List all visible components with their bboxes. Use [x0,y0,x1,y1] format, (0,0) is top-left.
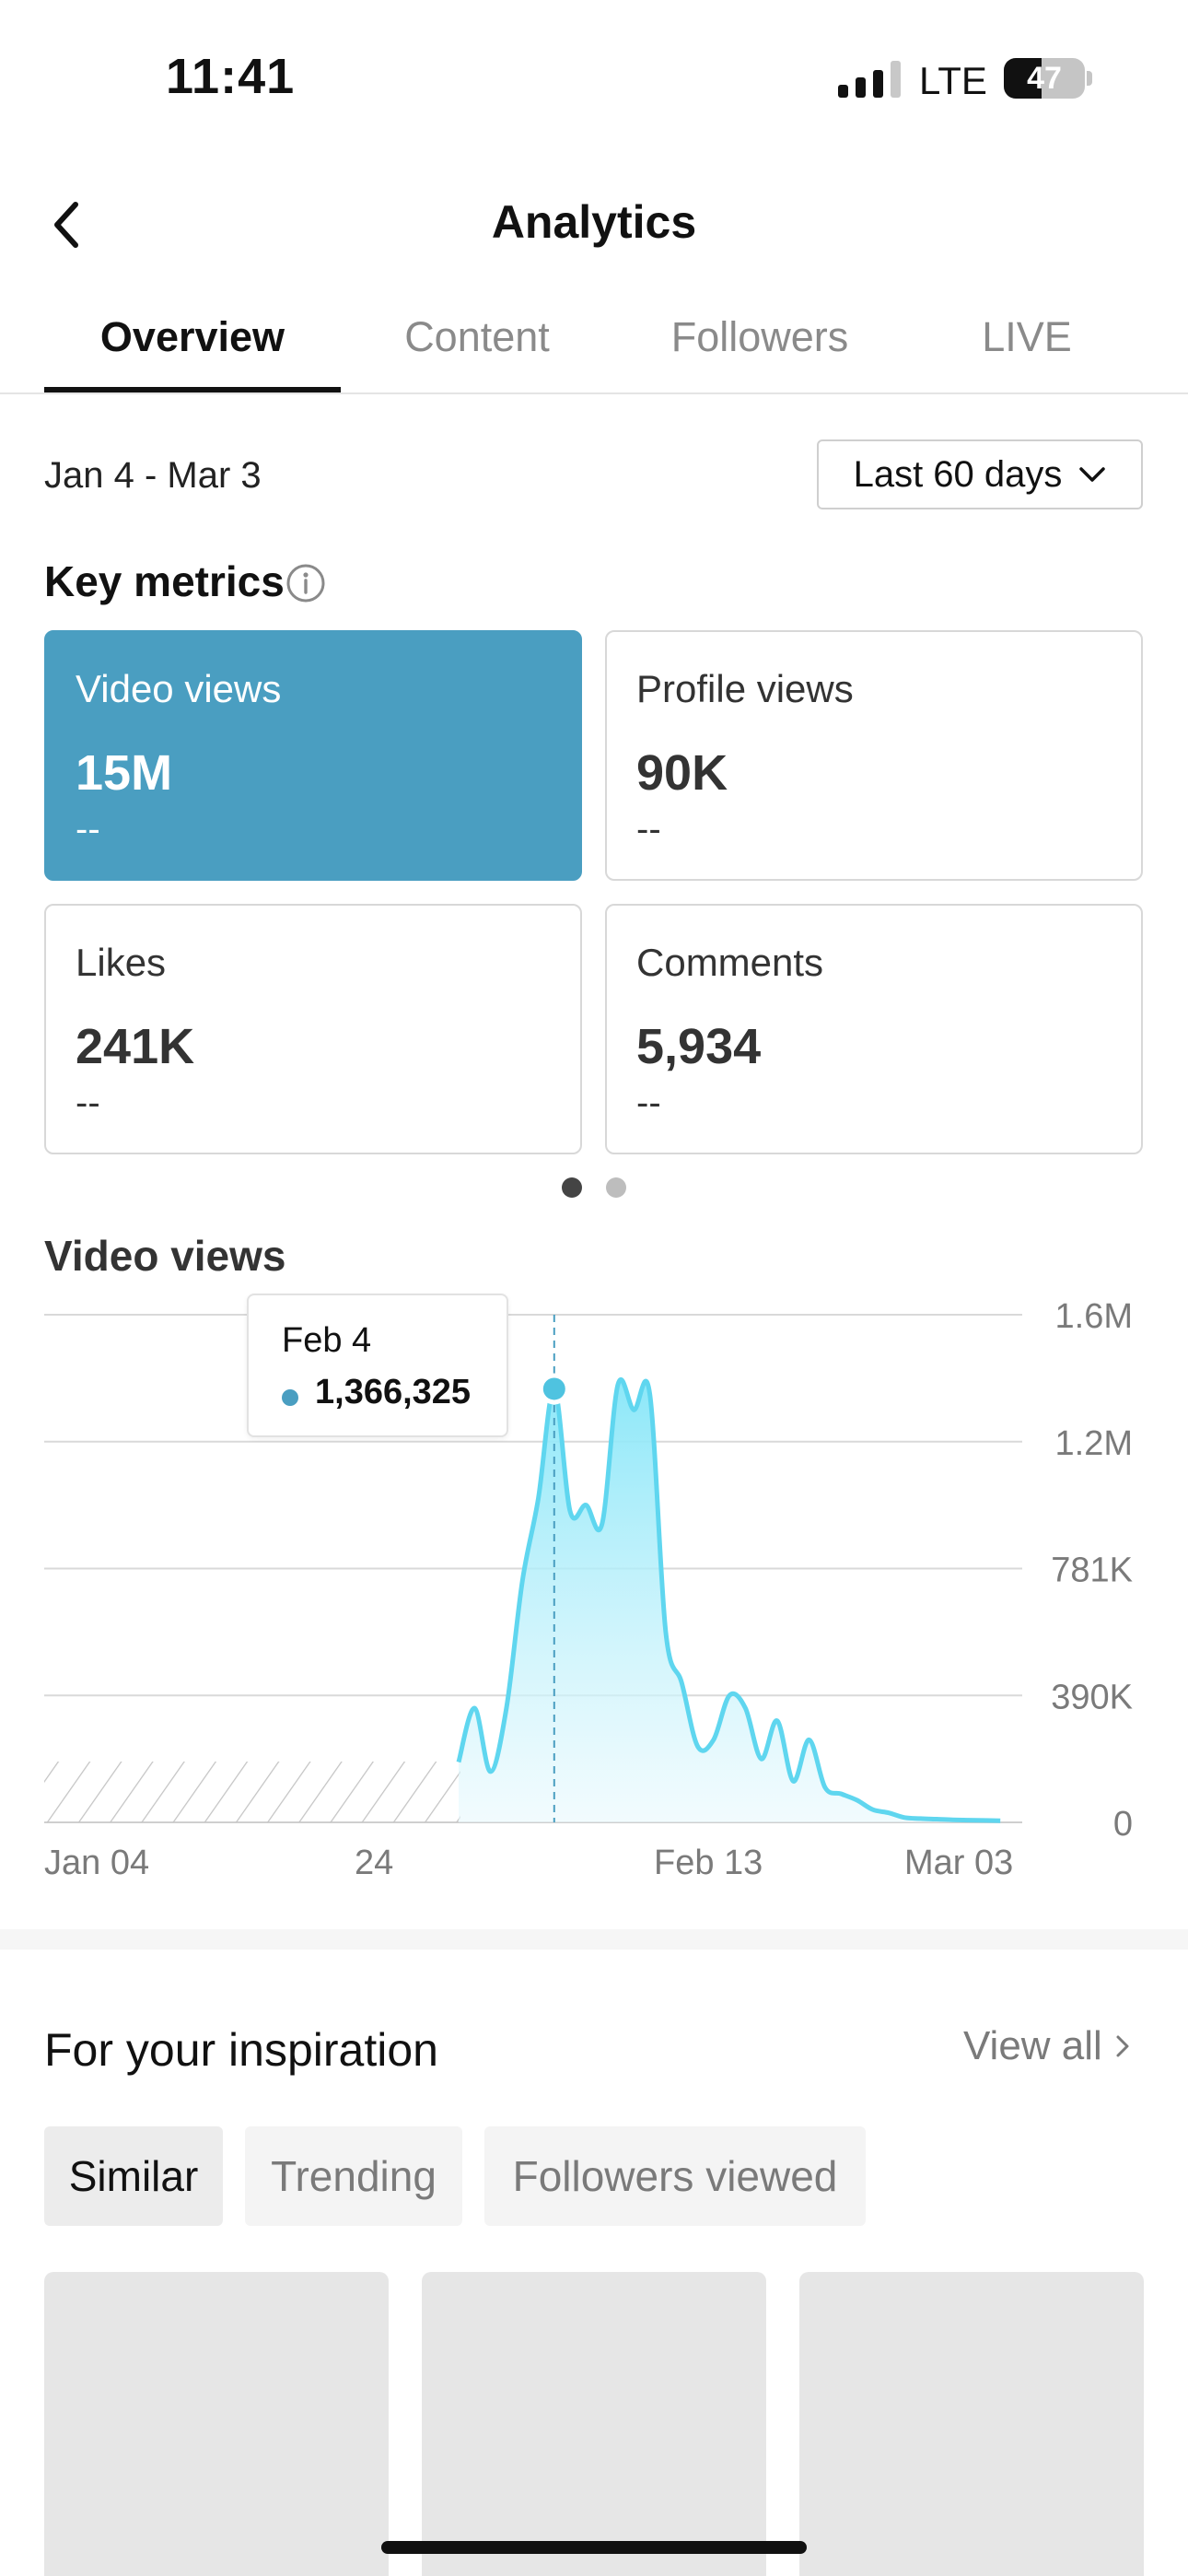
metric-card-comments[interactable]: Comments 5,934 -- [605,904,1143,1154]
metric-change: -- [636,1083,661,1123]
active-tab-indicator [44,387,341,392]
page-indicator [562,1177,626,1198]
chip-followers-viewed[interactable]: Followers viewed [484,2126,866,2226]
no-data-region [44,1762,460,1822]
metric-label: Comments [636,941,824,984]
chevron-left-icon [54,202,78,248]
y-tick-label: 781K [1051,1551,1133,1590]
cellular-signal-icon [838,61,901,98]
video-views-title: Video views [44,1232,286,1280]
date-range-dropdown[interactable]: Last 60 days [817,439,1143,509]
series-line [456,1377,1001,1823]
section-divider [0,1929,1188,1950]
home-indicator [381,2541,807,2554]
info-icon[interactable] [285,563,326,603]
x-tick-label: Feb 13 [654,1844,763,1882]
date-range-value: Last 60 days [853,453,1063,495]
series-area [459,1379,1001,1822]
tooltip-value: 1,366,325 [315,1373,472,1411]
y-tick-label: 390K [1051,1678,1133,1716]
chip-trending[interactable]: Trending [245,2126,462,2226]
metric-change: -- [76,809,100,849]
highlight-point [542,1377,565,1400]
tab-content[interactable]: Content [404,313,550,360]
tab-followers[interactable]: Followers [670,313,849,360]
network-type: LTE [919,59,987,102]
inspiration-title: For your inspiration [44,2024,438,2076]
page-dot-active[interactable] [562,1177,582,1198]
chart-tooltip: Feb 4 1,366,325 [247,1294,508,1437]
key-metrics-title: Key metrics [44,557,285,605]
tooltip-date: Feb 4 [282,1321,372,1360]
x-tick-label: Jan 04 [44,1844,149,1882]
battery-tip [1087,71,1092,86]
metric-change: -- [76,1083,100,1123]
chevron-down-icon [1079,467,1106,482]
x-tick-label: Mar 03 [904,1844,1013,1882]
y-tick-label: 0 [1113,1805,1133,1844]
metric-card-video-views[interactable]: Video views 15M -- [44,630,582,881]
series-dot-icon [282,1389,298,1406]
metric-card-profile-views[interactable]: Profile views 90K -- [605,630,1143,881]
chevron-right-icon [1116,2035,1129,2057]
view-all-label: View all [963,2023,1102,2068]
tab-live[interactable]: LIVE [982,313,1072,360]
status-time: 11:41 [166,49,296,104]
tab-bar: Overview Content Followers LIVE [0,304,1188,392]
view-all-link[interactable]: View all [963,2023,1130,2069]
metric-value: 5,934 [636,1019,762,1074]
tabs-divider [0,392,1188,394]
chip-similar[interactable]: Similar [44,2126,223,2226]
tab-overview[interactable]: Overview [99,313,285,360]
battery-level: 47 [1027,61,1062,96]
back-button[interactable] [41,197,96,252]
metric-value: 241K [76,1019,195,1074]
metric-value: 90K [636,745,728,801]
metric-label: Likes [76,941,167,984]
metric-change: -- [636,809,661,849]
date-range-label: Jan 4 - Mar 3 [44,455,262,496]
metric-label: Profile views [636,667,854,710]
x-tick-label: 24 [355,1844,393,1882]
video-thumbnail[interactable] [422,2272,766,2576]
video-views-chart[interactable]: 1.6M 1.2M 781K 390K 0 Jan 04 24 Feb 13 Mar 03 [0,1271,1188,1898]
page-title: Analytics [491,196,697,248]
y-tick-label: 1.6M [1055,1297,1133,1336]
battery-icon: 47 [1004,58,1085,99]
y-tick-label: 1.2M [1055,1424,1133,1463]
metric-card-likes[interactable]: Likes 241K -- [44,904,582,1154]
video-thumbnail[interactable] [44,2272,389,2576]
page-dot[interactable] [606,1177,626,1198]
metric-value: 15M [76,745,173,801]
metric-label: Video views [76,667,282,710]
video-thumbnail[interactable] [799,2272,1144,2576]
